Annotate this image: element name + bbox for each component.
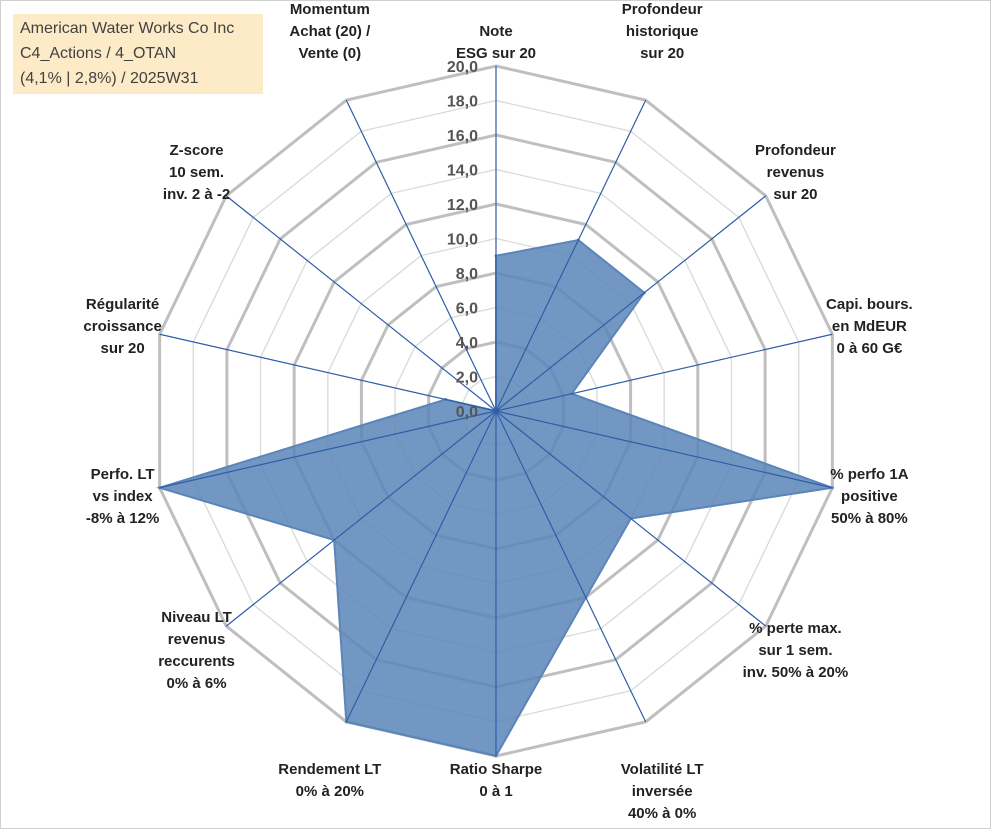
axis-labels: Note ESG sur 20 Profondeur historique sur 20… — [83, 1, 912, 822]
axis-spoke — [495, 333, 833, 412]
axis-label: Profondeur revenus sur 20 — [755, 142, 836, 203]
axis-label: Régularité croissance sur 20 — [83, 296, 161, 357]
axis-spoke — [159, 333, 497, 412]
axis-spoke — [495, 99, 647, 412]
title-stats: (4,1% | 2,8%) / 2025W31 — [20, 70, 199, 87]
axis-spoke — [225, 195, 497, 412]
axis-spoke — [345, 410, 497, 723]
tick-label: 6,0 — [456, 301, 478, 318]
title-box: American Water Works Co Inc C4_Actions /… — [13, 14, 263, 94]
axis-label: Note ESG sur 20 — [456, 23, 536, 62]
tick-label: 20,0 — [447, 59, 478, 76]
axis-spoke — [345, 99, 497, 412]
title-category: C4_Actions / 4_OTAN — [20, 45, 177, 62]
axis-label: Z-score 10 sem. inv. 2 à -2 — [163, 142, 230, 203]
axis-spoke — [225, 410, 497, 627]
axis-label: Ratio Sharpe 0 à 1 — [450, 761, 543, 800]
radial-tick-labels: 0,0 2,0 4,0 6,0 8,0 10,0 12,0 14,0 16,0 18,0 20,0 — [447, 59, 478, 421]
axis-spoke — [495, 410, 647, 723]
tick-label: 2,0 — [456, 370, 478, 387]
axis-spoke — [495, 195, 767, 412]
title-company: American Water Works Co Inc — [20, 20, 235, 37]
axis-label: Momentum Achat (20) / Vente (0) — [289, 1, 371, 62]
tick-label: 4,0 — [456, 335, 478, 352]
axis-label: % perte max. sur 1 sem. inv. 50% à 20% — [743, 620, 849, 681]
axis-label: Rendement LT 0% à 20% — [278, 761, 381, 800]
axis-spoke — [495, 410, 833, 489]
axis-label: Profondeur historique sur 20 — [622, 1, 703, 62]
axis-spoke — [495, 410, 767, 627]
axis-label: Perfo. LT vs index -8% à 12% — [86, 466, 159, 527]
tick-label: 12,0 — [447, 197, 478, 214]
tick-label: 8,0 — [456, 266, 478, 283]
axis-spoke — [159, 410, 497, 489]
axis-label: Capi. bours. en MdEUR 0 à 60 G€ — [826, 296, 913, 357]
tick-label: 0,0 — [456, 404, 478, 421]
tick-label: 18,0 — [447, 94, 478, 111]
tick-label: 10,0 — [447, 232, 478, 249]
axis-label: % perfo 1A positive 50% à 80% — [830, 466, 909, 527]
tick-label: 14,0 — [447, 163, 478, 180]
axis-label: Niveau LT revenus reccurents 0% à 6% — [158, 609, 235, 692]
radar-spokes — [159, 66, 833, 756]
tick-label: 16,0 — [447, 128, 478, 145]
axis-label: Volatilité LT inversée 40% à 0% — [621, 761, 704, 822]
